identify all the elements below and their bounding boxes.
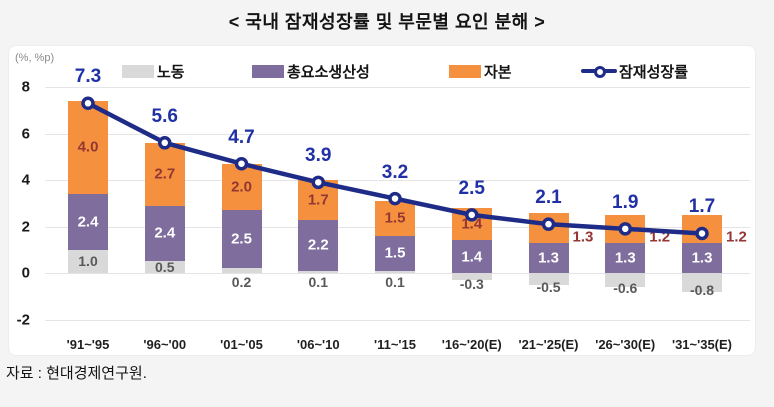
labor-swatch-icon	[122, 64, 154, 78]
capital-value-label: 1.2	[649, 228, 671, 246]
x-tick-label: '06~'10	[296, 337, 340, 352]
bar-segment-labor	[298, 270, 339, 273]
bar-segment-labor	[528, 273, 569, 285]
labor-value-label: -0.8	[689, 282, 715, 299]
x-tick-label: '91~'95	[66, 337, 110, 352]
y-tick-label: 6	[21, 125, 30, 142]
potential-growth-label: 2.1	[535, 187, 562, 209]
potential-growth-label: 1.9	[612, 191, 639, 213]
labor-value-label: 0.1	[308, 274, 328, 290]
line-marker-icon	[581, 64, 617, 78]
tfp-value-label: 2.2	[307, 236, 329, 254]
tfp-value-label: 2.4	[154, 224, 176, 242]
tfp-value-label: 1.3	[614, 249, 636, 267]
y-tick-label: 4	[21, 171, 30, 189]
bar-segment-labor	[451, 273, 492, 280]
potential-growth-label: 3.2	[381, 161, 409, 183]
y-tick-label: 2	[21, 218, 30, 235]
y-tick-label: 8	[21, 78, 30, 96]
legend-label: 잠재성장률	[619, 63, 689, 81]
bar-segment-capital	[682, 214, 722, 243]
bar-segment-labor	[605, 273, 646, 287]
legend-label: 자본	[484, 63, 512, 81]
grid-line	[45, 133, 750, 135]
labor-value-label: -0.6	[613, 279, 638, 296]
x-tick-label: '96~'00	[143, 337, 187, 352]
y-tick-label: -2	[16, 311, 30, 328]
x-tick-label: '11~'15	[374, 337, 416, 352]
bar-segment-labor	[221, 268, 262, 273]
bar-segment-tfp	[605, 242, 646, 273]
tfp-value-label: 1.4	[461, 248, 483, 266]
capital-value-label: 4.0	[77, 138, 99, 156]
y-tick-label: 0	[21, 264, 30, 282]
tfp-value-label: 2.5	[231, 230, 252, 248]
x-tick-label: '01~'05	[220, 337, 263, 352]
axis-unit-label: (%, %p)	[15, 52, 55, 64]
labor-value-label: 1.0	[78, 253, 98, 270]
legend-item-tfp: 총요소생산성	[252, 60, 370, 82]
bar-segment-tfp	[528, 242, 569, 273]
x-tick-label: '16~'20(E)	[441, 337, 502, 352]
tfp-swatch-icon	[252, 64, 284, 78]
capital-value-label: 1.3	[572, 228, 594, 246]
capital-swatch-icon	[449, 64, 481, 78]
bar-segment-tfp	[682, 242, 722, 273]
tfp-value-label: 1.5	[384, 244, 406, 262]
x-tick-label: '26~'30(E)	[595, 337, 656, 352]
capital-value-label: 1.2	[726, 228, 747, 246]
source-note: 자료 : 현대경제연구원.	[6, 365, 147, 382]
legend-label: 총요소생산성	[287, 63, 370, 81]
capital-value-label: 2.0	[231, 178, 252, 196]
tfp-value-label: 1.3	[691, 249, 713, 267]
legend-item-capital: 자본	[449, 60, 512, 82]
legend-label: 노동	[157, 63, 185, 81]
x-tick-label: '31~'35(E)	[671, 337, 733, 352]
grid-line	[45, 87, 750, 88]
bar-segment-tfp	[375, 235, 415, 271]
tfp-value-label: 2.4	[77, 213, 99, 231]
legend-item-labor: 노동	[122, 60, 185, 82]
grid-line	[45, 273, 750, 274]
chart-title: < 국내 잠재성장률 및 부문별 요인 분해 >	[228, 12, 546, 32]
legend: 노동 총요소생산성 자본 잠재성장률	[0, 60, 774, 82]
potential-growth-label: 1.7	[688, 196, 716, 218]
potential-growth-label: 2.5	[458, 177, 485, 199]
bar-segment-capital	[528, 212, 569, 243]
x-tick-label: '21~'25(E)	[518, 337, 579, 352]
legend-item-potential-growth: 잠재성장률	[581, 60, 688, 82]
capital-value-label: 2.7	[154, 165, 176, 183]
capital-value-label: 1.7	[307, 191, 329, 209]
bar-segment-labor	[375, 270, 415, 273]
labor-value-label: -0.3	[459, 276, 484, 293]
bar-segment-capital	[605, 214, 646, 243]
potential-growth-label: 4.7	[228, 126, 255, 148]
grid-line	[45, 319, 750, 321]
bar-segment-labor	[144, 261, 185, 273]
tfp-value-label: 1.3	[538, 249, 559, 267]
capital-value-label: 1.4	[461, 215, 483, 233]
bar-segment-labor	[68, 249, 108, 273]
bar-segment-labor	[682, 273, 722, 292]
bar-segment-tfp	[451, 240, 492, 273]
potential-growth-label: 5.6	[151, 105, 178, 127]
potential-growth-label: 3.9	[305, 145, 332, 167]
labor-value-label: 0.5	[155, 259, 175, 276]
labor-value-label: 0.2	[231, 274, 252, 290]
labor-value-label: 0.1	[385, 274, 405, 290]
capital-value-label: 1.5	[384, 209, 406, 227]
labor-value-label: -0.5	[536, 278, 561, 295]
potential-growth-label: 7.3	[74, 66, 102, 88]
